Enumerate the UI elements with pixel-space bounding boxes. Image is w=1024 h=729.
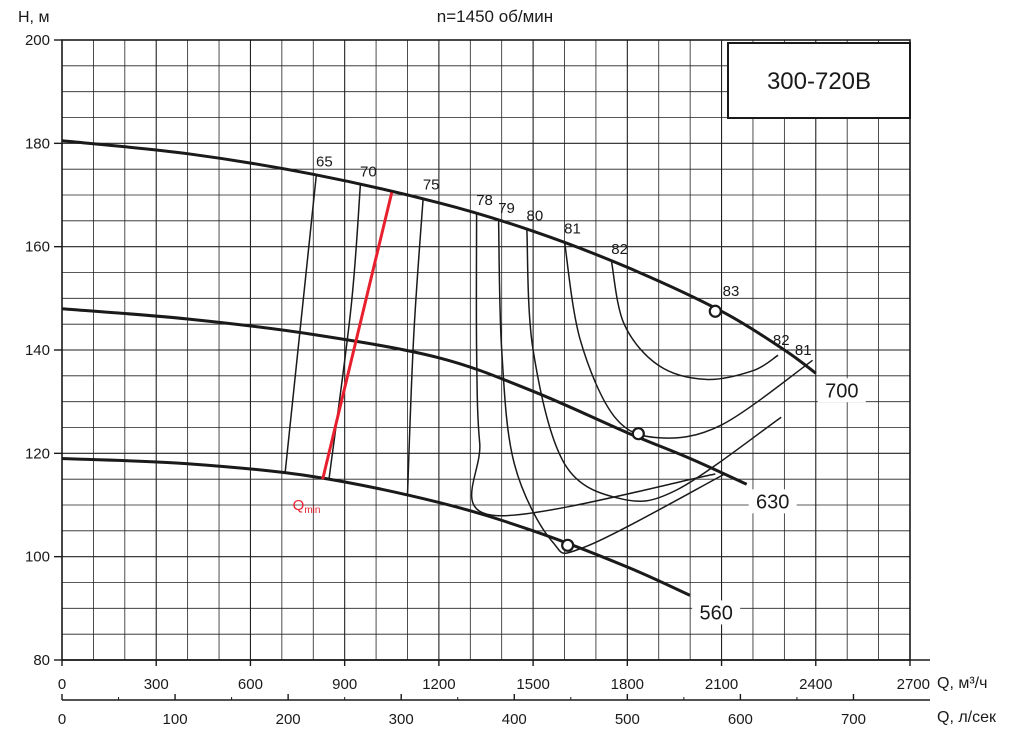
chart-title: n=1450 об/мин <box>437 7 553 26</box>
efficiency-label-65: 65 <box>316 153 333 170</box>
y-tick-label: 180 <box>25 135 50 152</box>
efficiency-line-70 <box>328 184 362 480</box>
efficiency-line-75 <box>406 197 424 495</box>
efficiency-label-81: 81 <box>564 221 581 238</box>
efficiency-line-78 <box>471 213 716 517</box>
efficiency-line-82 <box>610 262 779 381</box>
x-axis-title: Q, м³/ч <box>937 675 987 692</box>
curve-label-560: 560 <box>699 602 732 624</box>
head-curve-630 <box>61 307 748 486</box>
y-tick-label: 120 <box>25 445 50 462</box>
qmin-label: Qmin <box>293 497 321 516</box>
x-tick-label: 300 <box>144 676 169 693</box>
operating-point <box>631 427 645 441</box>
x2-tick-label: 300 <box>389 711 414 728</box>
efficiency-line-80 <box>526 228 782 503</box>
y-tick-label: 80 <box>33 652 50 669</box>
operating-point <box>708 304 722 318</box>
efficiency-label-82: 82 <box>611 241 628 258</box>
head-curve-560 <box>61 457 691 597</box>
labels: 80 100 120 140 160 180 200 0 300 600 900 1200 1500 18… <box>25 32 930 728</box>
efficiency-label-80: 80 <box>526 208 543 225</box>
curve-label-700: 700 <box>825 380 858 402</box>
x-tick-label: 0 <box>58 676 66 693</box>
efficiency-label-82: 82 <box>773 332 790 349</box>
qmin-label-sub: min <box>304 505 320 516</box>
head-curves <box>61 139 817 597</box>
y-tick-label: 140 <box>25 342 50 359</box>
y-tick-label: 200 <box>25 32 50 49</box>
efficiency-label-70: 70 <box>360 164 377 181</box>
x2-axis-title: Q, л/сек <box>937 709 997 726</box>
y-axis-title: H, м <box>18 9 49 26</box>
x-tick-label: 1500 <box>516 676 549 693</box>
efficiency-label-79: 79 <box>498 200 515 217</box>
y-tick-label: 160 <box>25 239 50 256</box>
x-tick-label: 900 <box>332 676 357 693</box>
efficiency-label-83: 83 <box>723 283 740 300</box>
efficiency-label-81: 81 <box>795 342 812 359</box>
operating-point <box>561 538 575 552</box>
efficiency-label-75: 75 <box>423 177 440 194</box>
model-label: 300-720В <box>767 68 871 95</box>
x-tick-label: 2700 <box>897 676 930 693</box>
model-box <box>727 42 911 119</box>
x-tick-label: 2400 <box>799 676 832 693</box>
qmin-line <box>321 192 394 480</box>
x2-tick-label: 500 <box>615 711 640 728</box>
plot-frame <box>54 39 930 701</box>
x2-tick-label: 100 <box>163 711 188 728</box>
curve-label-bg <box>817 378 866 403</box>
head-curve-700 <box>61 139 817 375</box>
x2-tick-label: 700 <box>841 711 866 728</box>
x-tick-label: 600 <box>238 676 263 693</box>
efficiency-line-79 <box>497 220 726 554</box>
x2-tick-label: 600 <box>728 711 753 728</box>
curve-label-630: 630 <box>756 491 789 513</box>
x-tick-label: 2100 <box>705 676 738 693</box>
x2-tick-label: 400 <box>502 711 527 728</box>
curve-label-bg <box>692 600 741 625</box>
y-tick-label: 100 <box>25 549 50 566</box>
efficiency-line-65 <box>284 174 318 475</box>
x2-tick-label: 200 <box>276 711 301 728</box>
x-tick-label: 1200 <box>422 676 455 693</box>
x-tick-label: 1800 <box>611 676 644 693</box>
x2-tick-label: 0 <box>58 711 66 728</box>
efficiency-lines <box>284 174 814 554</box>
curve-label-bg <box>748 489 797 514</box>
efficiency-label-78: 78 <box>476 192 493 209</box>
